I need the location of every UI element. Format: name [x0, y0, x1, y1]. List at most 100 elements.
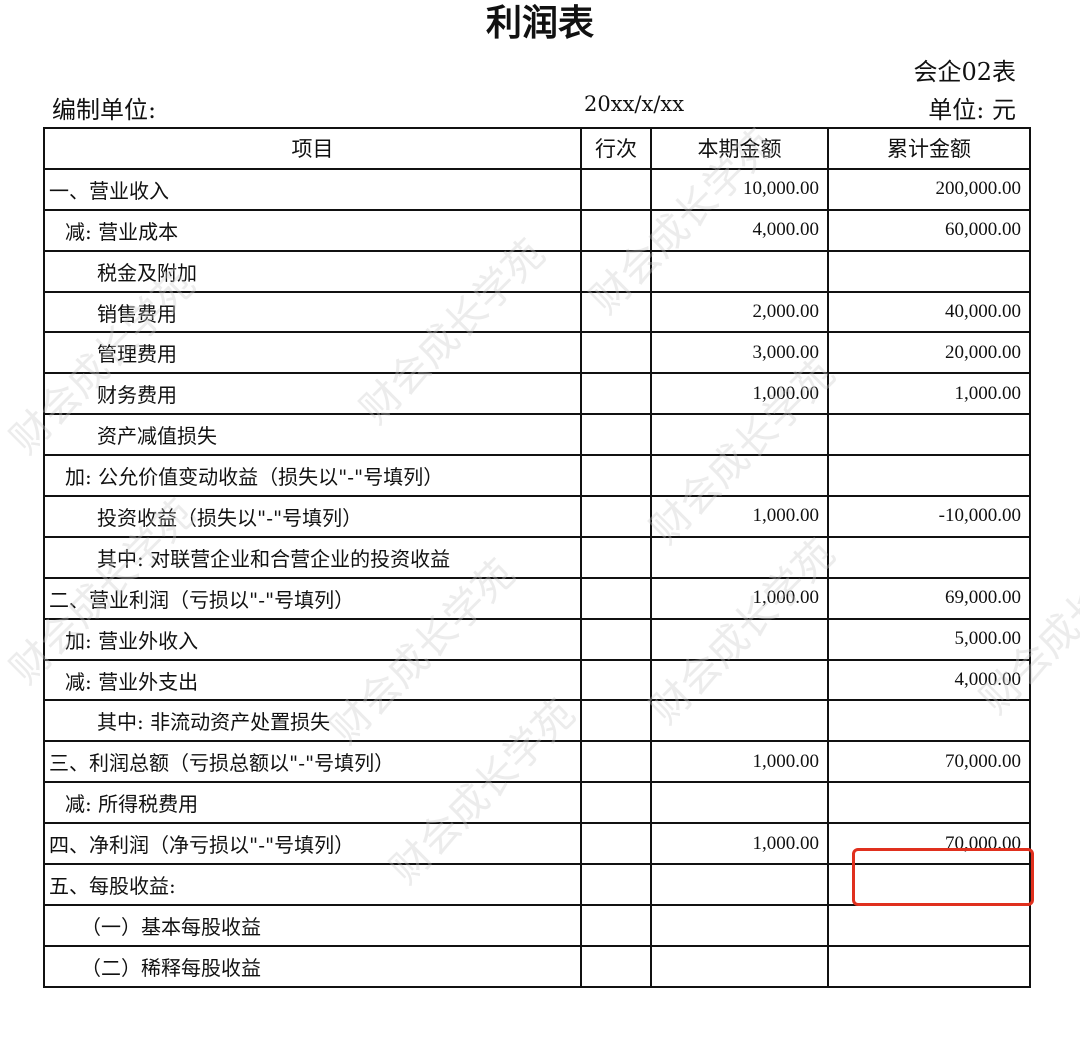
- current-amount-cell: [650, 658, 829, 702]
- cumulative-amount-cell: [827, 944, 1031, 988]
- report-date: 20xx/x/xx: [584, 92, 685, 116]
- table-row: （二）稀释每股收益: [43, 944, 1031, 988]
- item-cell: 三、利润总额（亏损总额以"-"号填列）: [43, 740, 582, 784]
- table-header-row: 项目 行次 本期金额 累计金额: [43, 127, 1031, 170]
- current-amount-cell: 1,000.00: [650, 372, 829, 416]
- cumulative-amount-cell: [827, 249, 1031, 293]
- cumulative-amount-cell: [827, 781, 1031, 825]
- table-row: 减: 营业外支出 4,000.00: [43, 658, 1031, 702]
- cumulative-amount-cell: [827, 535, 1031, 579]
- line-no-cell: [580, 944, 652, 988]
- line-no-cell: [580, 617, 652, 661]
- cumulative-amount-cell: 70,000.00: [827, 740, 1031, 784]
- table-row: 减: 所得税费用: [43, 781, 1031, 825]
- cumulative-amount-cell: 60,000.00: [827, 208, 1031, 252]
- table-row: 加: 公允价值变动收益（损失以"-"号填列）: [43, 454, 1031, 498]
- table-row: 四、净利润（净亏损以"-"号填列） 1,000.00 70,000.00: [43, 822, 1031, 866]
- cumulative-amount-cell: 5,000.00: [827, 617, 1031, 661]
- line-no-cell: [580, 658, 652, 702]
- table-row: 税金及附加: [43, 249, 1031, 293]
- page-title: 利润表: [485, 2, 594, 44]
- header-current-amount: 本期金额: [650, 127, 829, 170]
- cumulative-amount-cell: 200,000.00: [827, 167, 1031, 211]
- table-row: 其中: 非流动资产处置损失: [43, 699, 1031, 743]
- prepared-by-label: 编制单位:: [52, 96, 157, 124]
- item-cell: 加: 公允价值变动收益（损失以"-"号填列）: [43, 454, 582, 498]
- line-no-cell: [580, 822, 652, 866]
- header-item: 项目: [43, 127, 582, 170]
- item-cell: 五、每股收益:: [43, 863, 582, 906]
- table-row: 销售费用 2,000.00 40,000.00: [43, 290, 1031, 334]
- table-row: 一、营业收入 10,000.00 200,000.00: [43, 167, 1031, 211]
- item-cell: 投资收益（损失以"-"号填列）: [43, 495, 582, 538]
- cumulative-amount-cell: 69,000.00: [827, 576, 1031, 620]
- item-cell: 资产减值损失: [43, 413, 582, 457]
- current-amount-cell: 10,000.00: [650, 167, 829, 211]
- cumulative-amount-cell: [827, 699, 1031, 743]
- table-row: 其中: 对联营企业和合营企业的投资收益: [43, 535, 1031, 579]
- line-no-cell: [580, 576, 652, 620]
- line-no-cell: [580, 535, 652, 579]
- item-cell: 财务费用: [43, 372, 582, 416]
- table-row: 投资收益（损失以"-"号填列） 1,000.00 -10,000.00: [43, 495, 1031, 538]
- form-number: 会企02表: [913, 58, 1016, 86]
- line-no-cell: [580, 495, 652, 538]
- current-amount-cell: 1,000.00: [650, 740, 829, 784]
- line-no-cell: [580, 903, 652, 947]
- line-no-cell: [580, 699, 652, 743]
- current-amount-cell: [650, 535, 829, 579]
- item-cell: 其中: 对联营企业和合营企业的投资收益: [43, 535, 582, 579]
- item-cell: 加: 营业外收入: [43, 617, 582, 661]
- current-amount-cell: 1,000.00: [650, 576, 829, 620]
- current-amount-cell: [650, 699, 829, 743]
- table-row: 资产减值损失: [43, 413, 1031, 457]
- cumulative-amount-cell: 1,000.00: [827, 372, 1031, 416]
- line-no-cell: [580, 290, 652, 334]
- item-cell: 其中: 非流动资产处置损失: [43, 699, 582, 743]
- current-amount-cell: [650, 781, 829, 825]
- line-no-cell: [580, 413, 652, 457]
- cumulative-amount-cell: 40,000.00: [827, 290, 1031, 334]
- income-statement-table: 项目 行次 本期金额 累计金额 一、营业收入 10,000.00 200,000.0…: [43, 127, 1031, 988]
- item-cell: 一、营业收入: [43, 167, 582, 211]
- line-no-cell: [580, 863, 652, 906]
- current-amount-cell: [650, 863, 829, 906]
- current-amount-cell: 3,000.00: [650, 331, 829, 375]
- item-cell: 减: 营业成本: [43, 208, 582, 252]
- line-no-cell: [580, 372, 652, 416]
- current-amount-cell: 2,000.00: [650, 290, 829, 334]
- table-row: 管理费用 3,000.00 20,000.00: [43, 331, 1031, 375]
- header-cumulative-amount: 累计金额: [827, 127, 1031, 170]
- line-no-cell: [580, 331, 652, 375]
- net-profit-highlight-box: [852, 848, 1034, 906]
- cumulative-amount-cell: [827, 454, 1031, 498]
- cumulative-amount-cell: [827, 413, 1031, 457]
- current-amount-cell: [650, 617, 829, 661]
- cumulative-amount-cell: 20,000.00: [827, 331, 1031, 375]
- current-amount-cell: [650, 944, 829, 988]
- table-row: 财务费用 1,000.00 1,000.00: [43, 372, 1031, 416]
- line-no-cell: [580, 740, 652, 784]
- item-cell: 二、营业利润（亏损以"-"号填列）: [43, 576, 582, 620]
- table-row: 减: 营业成本 4,000.00 60,000.00: [43, 208, 1031, 252]
- item-cell: 税金及附加: [43, 249, 582, 293]
- current-amount-cell: 4,000.00: [650, 208, 829, 252]
- item-cell: 四、净利润（净亏损以"-"号填列）: [43, 822, 582, 866]
- current-amount-cell: 1,000.00: [650, 822, 829, 866]
- item-cell: 减: 营业外支出: [43, 658, 582, 702]
- current-amount-cell: [650, 903, 829, 947]
- item-cell: 减: 所得税费用: [43, 781, 582, 825]
- item-cell: 管理费用: [43, 331, 582, 375]
- current-amount-cell: [650, 413, 829, 457]
- cumulative-amount-cell: [827, 903, 1031, 947]
- line-no-cell: [580, 249, 652, 293]
- item-cell: （一）基本每股收益: [43, 903, 582, 947]
- header-line-no: 行次: [580, 127, 652, 170]
- item-cell: （二）稀释每股收益: [43, 944, 582, 988]
- table-row: 三、利润总额（亏损总额以"-"号填列） 1,000.00 70,000.00: [43, 740, 1031, 784]
- current-amount-cell: [650, 454, 829, 498]
- currency-unit: 单位: 元: [928, 96, 1016, 124]
- line-no-cell: [580, 208, 652, 252]
- line-no-cell: [580, 454, 652, 498]
- table-row: （一）基本每股收益: [43, 903, 1031, 947]
